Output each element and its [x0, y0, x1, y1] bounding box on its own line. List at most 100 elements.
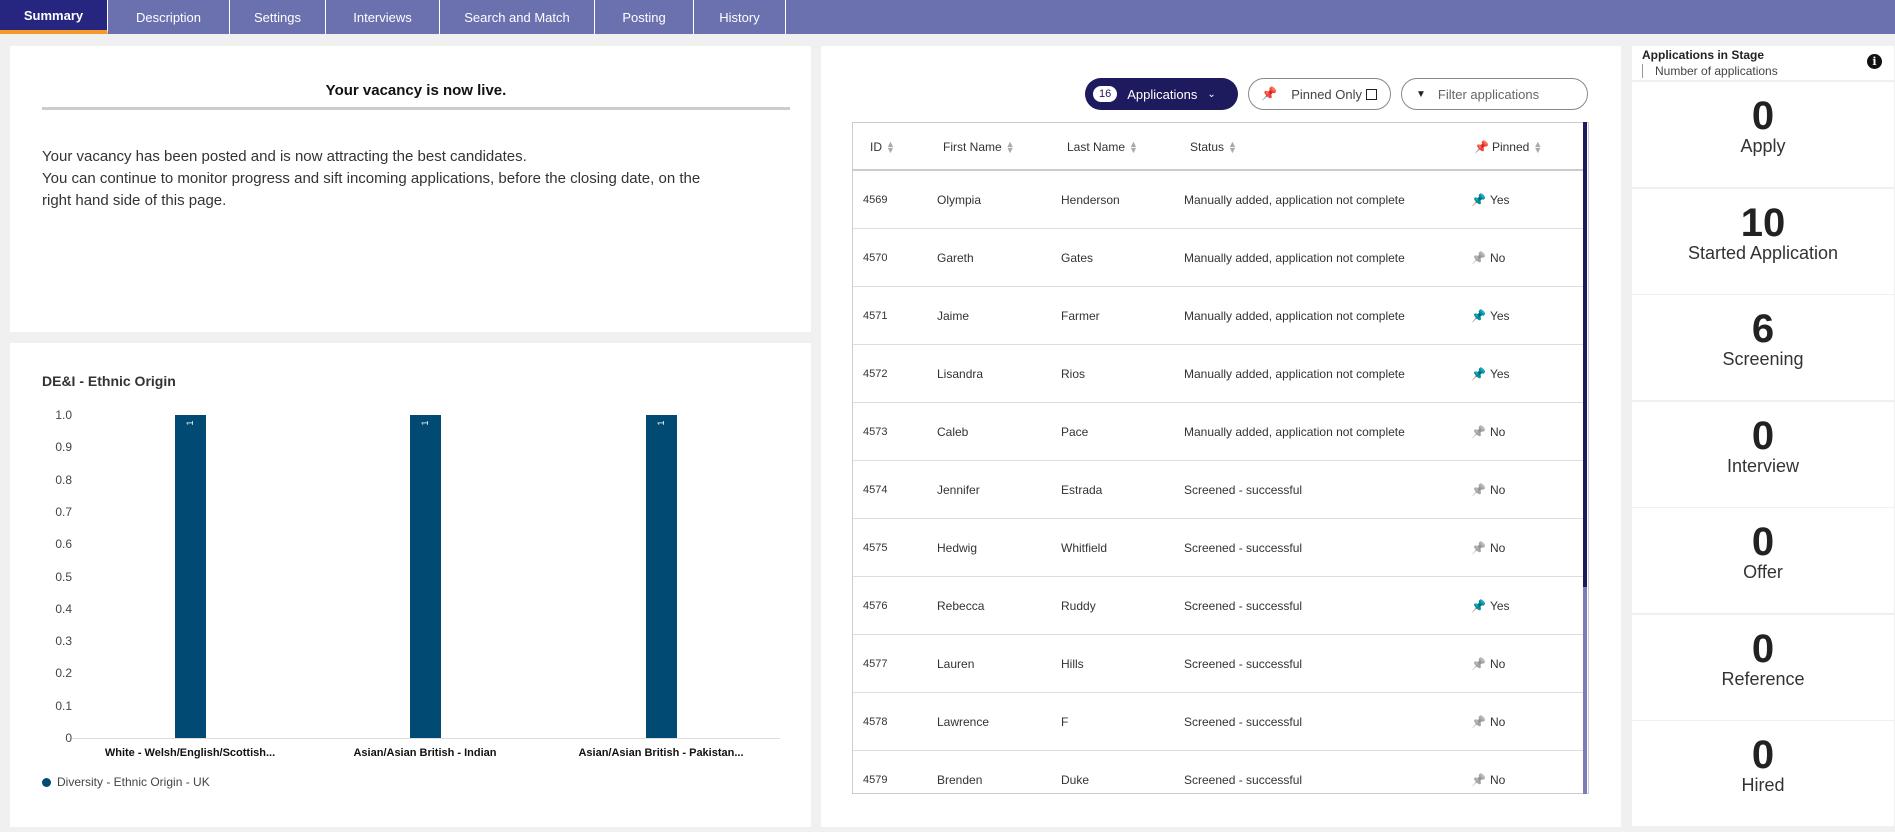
pin-icon: 📌 [1471, 425, 1486, 439]
cell-last: Gates [1061, 251, 1094, 265]
cell-status: Manually added, application not complete [1184, 251, 1405, 265]
header-first-name[interactable]: First Name ▲ ▼ [943, 123, 1015, 171]
x-axis-line [72, 738, 780, 739]
tab-settings[interactable]: Settings [230, 0, 326, 34]
stage-panel-title: Applications in Stage [1642, 48, 1765, 62]
stage-count: 0 [1751, 520, 1775, 564]
x-tick-label: Asian/Asian British - Pakistan... [578, 747, 744, 759]
cell-id: 4574 [863, 484, 888, 496]
cell-pinned[interactable]: 📌 Yes [1471, 577, 1510, 635]
cell-pinned[interactable]: 📌 Yes [1471, 287, 1510, 345]
stage-card-started-application[interactable]: 10 Started Application [1632, 188, 1894, 294]
filter-applications-input[interactable]: ▼ Filter applications [1401, 78, 1588, 110]
pinned-value: Yes [1489, 599, 1510, 613]
cell-pinned[interactable]: 📌 Yes [1471, 345, 1510, 403]
cell-first: Hedwig [937, 541, 978, 555]
header-pinned[interactable]: 📌 Pinned ▲ ▼ [1474, 123, 1542, 171]
stage-card-interview[interactable]: 0 Interview [1632, 401, 1894, 507]
bar[interactable] [646, 415, 677, 738]
pinned-only-toggle[interactable]: 📌 Pinned Only [1248, 78, 1391, 110]
pinned-value: Yes [1489, 193, 1510, 207]
tab-summary[interactable]: Summary [0, 0, 108, 34]
table-row[interactable]: 4570 Gareth Gates Manually added, applicati… [853, 229, 1583, 287]
pinned-value: No [1489, 773, 1506, 787]
cell-pinned[interactable]: 📌 No [1471, 693, 1505, 751]
table-row[interactable]: 4569 Olympia Henderson Manually added, appl… [853, 171, 1583, 229]
y-tick-label: 0.1 [55, 698, 72, 713]
bar[interactable] [175, 415, 206, 738]
pinned-only-checkbox[interactable] [1366, 88, 1378, 100]
cell-first: Jaime [937, 309, 970, 323]
cell-status: Screened - successful [1184, 657, 1303, 671]
sort-icon: ▲ ▼ [886, 139, 895, 155]
tab-posting[interactable]: Posting [595, 0, 694, 34]
info-icon[interactable]: i [1867, 54, 1882, 69]
stage-card-offer[interactable]: 0 Offer [1632, 508, 1894, 613]
header-id[interactable]: ID ▲ ▼ [870, 123, 895, 171]
cell-last: Farmer [1061, 309, 1100, 323]
table-scrollbar[interactable] [1583, 122, 1587, 794]
cell-pinned[interactable]: 📌 No [1471, 461, 1505, 519]
cell-first: Lauren [937, 657, 975, 671]
cell-id: 4572 [863, 368, 888, 380]
stage-card-apply[interactable]: 0 Apply [1632, 82, 1894, 187]
table-row[interactable]: 4575 Hedwig Whitfield Screened - successful… [853, 519, 1583, 577]
table-row[interactable]: 4577 Lauren Hills Screened - successful 📌 No [853, 635, 1583, 693]
pinned-value: No [1489, 483, 1506, 497]
stage-label: Apply [1740, 136, 1786, 156]
cell-status: Manually added, application not complete [1184, 425, 1405, 439]
pinned-value: No [1489, 657, 1506, 671]
tab-description[interactable]: Description [108, 0, 230, 34]
cell-id: 4575 [863, 542, 888, 554]
stage-label: Offer [1743, 562, 1783, 582]
y-tick-label: 0.2 [55, 666, 72, 681]
header-last-name[interactable]: Last Name ▲ ▼ [1067, 123, 1138, 171]
tab-history[interactable]: History [694, 0, 786, 34]
cell-id: 4570 [863, 252, 888, 264]
cell-pinned[interactable]: 📌 No [1471, 751, 1506, 793]
header-status[interactable]: Status ▲ ▼ [1190, 123, 1237, 171]
table-row[interactable]: 4572 Lisandra Rios Manually added, applicat… [853, 345, 1583, 403]
pinned-value: No [1489, 251, 1506, 265]
table-row[interactable]: 4576 Rebecca Ruddy Screened - successful 📌 Ye… [853, 577, 1583, 635]
table-row[interactable]: 4579 Brenden Duke Screened - successful 📌 No [853, 751, 1583, 793]
cell-first: Rebecca [937, 599, 985, 613]
tab-search-and-match[interactable]: Search and Match [440, 0, 595, 34]
table-row[interactable]: 4578 Lawrence F Screened - successful 📌 No [853, 693, 1583, 751]
table-row[interactable]: 4574 Jennifer Estrada Screened - successful… [853, 461, 1583, 519]
stage-card-screening[interactable]: 6 Screening [1632, 295, 1894, 400]
legend-dot-icon [42, 777, 51, 787]
table-row[interactable]: 4571 Jaime Farmer Manually added, applicati… [853, 287, 1583, 345]
y-tick-label: 0.7 [55, 504, 72, 519]
chevron-down-icon: ⌄ [1207, 88, 1216, 100]
cell-last: Rios [1061, 367, 1086, 381]
cell-status: Manually added, application not complete [1184, 367, 1405, 381]
cell-pinned[interactable]: 📌 No [1471, 403, 1505, 461]
cell-pinned[interactable]: 📌 Yes [1471, 171, 1510, 229]
pin-icon: 📌 [1261, 86, 1278, 101]
stage-label: Reference [1721, 668, 1805, 689]
y-tick-label: 1.0 [55, 408, 72, 422]
cell-last: Ruddy [1061, 599, 1096, 613]
live-text-1: Your vacancy has been posted and is now … [42, 148, 527, 165]
sort-icon: ▲ ▼ [1129, 139, 1138, 155]
filter-icon: ▼ [1416, 88, 1426, 100]
cell-pinned[interactable]: 📌 No [1471, 635, 1505, 693]
applications-dropdown[interactable]: 16 Applications ⌄ [1085, 78, 1238, 110]
cell-first: Olympia [937, 193, 982, 207]
cell-first: Lawrence [937, 715, 990, 729]
applications-in-stage-header: Applications in Stage Number of applicat… [1632, 46, 1894, 80]
cell-pinned[interactable]: 📌 No [1471, 229, 1505, 287]
cell-id: 4569 [863, 194, 888, 206]
bar[interactable] [410, 415, 441, 738]
table-row[interactable]: 4573 Caleb Pace Manually added, application… [853, 403, 1583, 461]
pin-icon: 📌 [1471, 715, 1486, 729]
live-text-2: You can continue to monitor progress and… [42, 170, 701, 187]
tab-interviews[interactable]: Interviews [326, 0, 440, 34]
cell-pinned[interactable]: 📌 No [1471, 519, 1505, 577]
stage-card-reference[interactable]: 0 Reference [1632, 614, 1894, 720]
stage-card-hired[interactable]: 0 Hired [1632, 721, 1894, 826]
stage-count: 10 [1740, 200, 1786, 245]
scrollbar-thumb[interactable] [1583, 122, 1587, 587]
y-tick-label: 0.8 [55, 472, 72, 487]
